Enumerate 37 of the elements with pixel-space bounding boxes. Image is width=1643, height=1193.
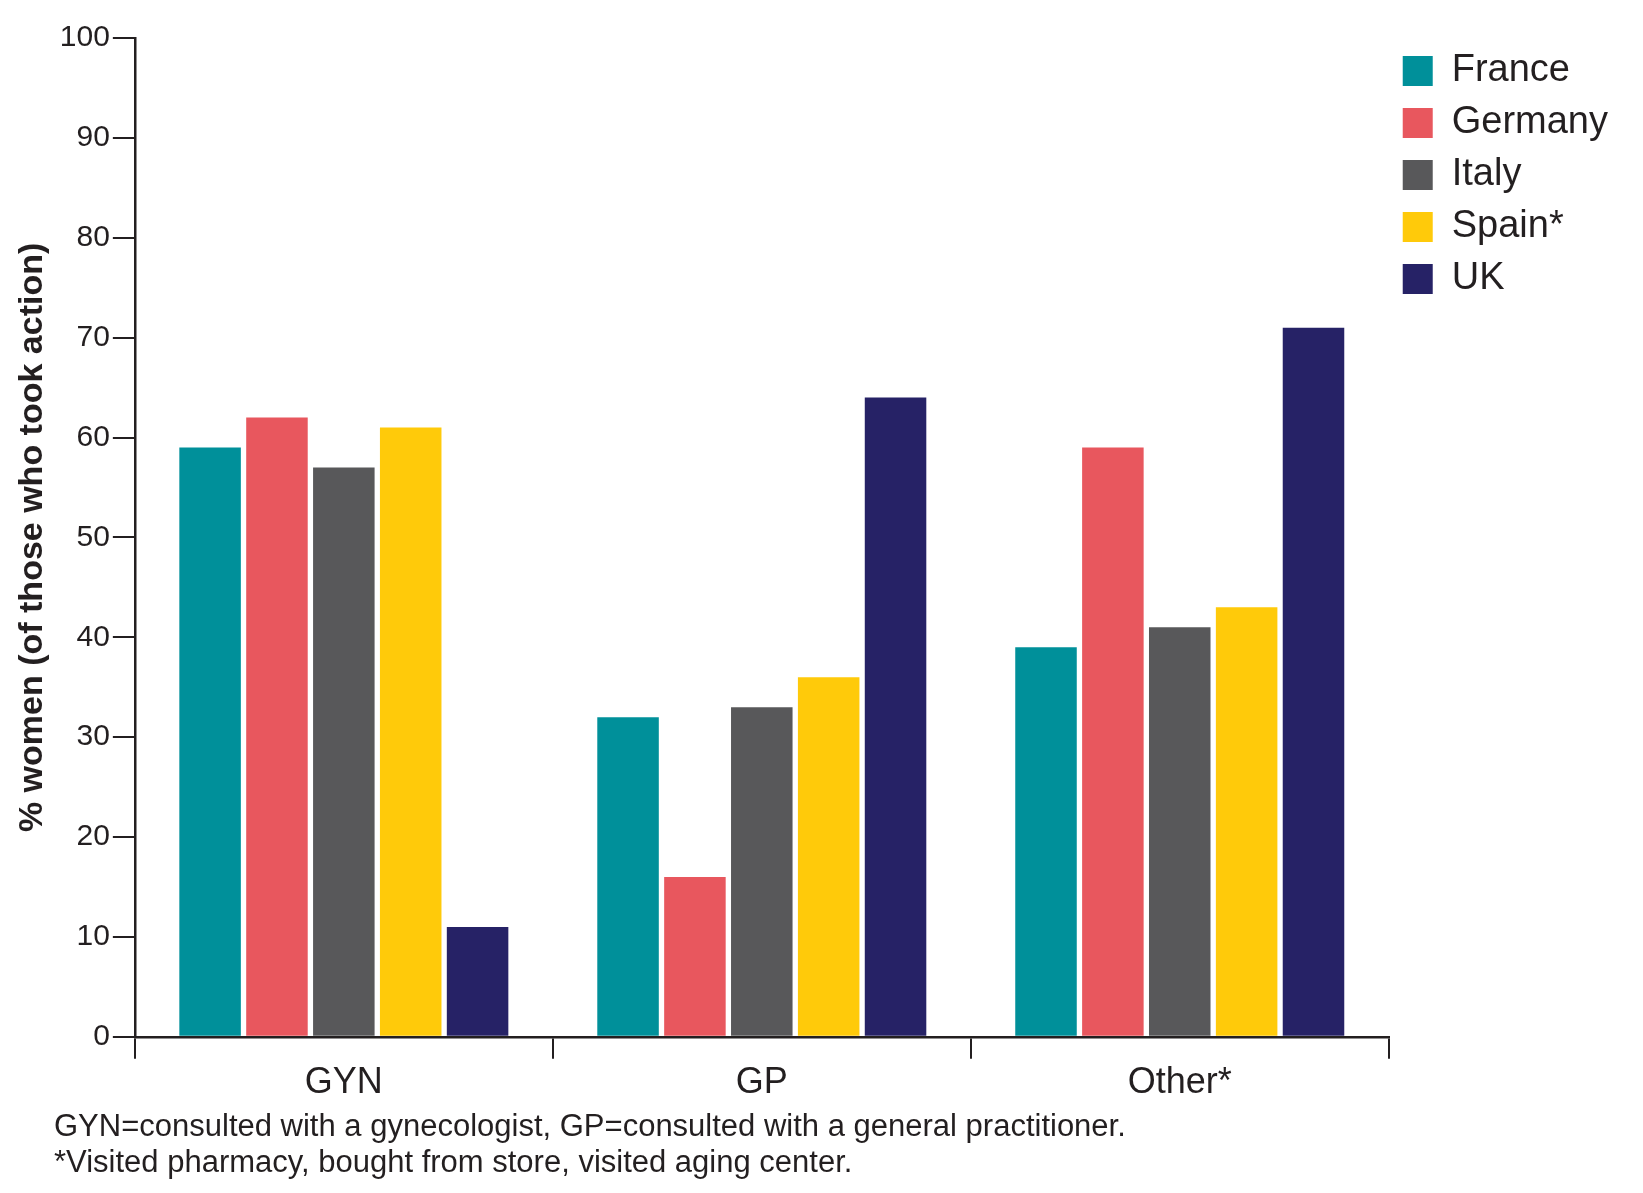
bar xyxy=(313,467,375,1036)
x-tick-label: GYN xyxy=(304,1060,383,1102)
bar xyxy=(1215,607,1278,1036)
legend-label: Germany xyxy=(1451,99,1609,142)
y-tick-label: 60 xyxy=(76,418,110,452)
bar xyxy=(664,876,726,1036)
x-tick-label: Other* xyxy=(1127,1060,1232,1102)
y-axis-title: % women (of those who took action) xyxy=(10,242,49,833)
legend-label: Spain* xyxy=(1451,203,1564,246)
bar xyxy=(379,427,442,1036)
bar xyxy=(797,677,860,1036)
text: *Visited pharmacy, bought from store, visited aging center. xyxy=(54,1144,854,1180)
bar xyxy=(1015,647,1077,1036)
y-tick-label: 50 xyxy=(76,518,110,552)
y-tick-label: 40 xyxy=(76,618,110,652)
legend-label: France xyxy=(1451,47,1571,90)
bar xyxy=(179,447,241,1036)
legend-label: UK xyxy=(1451,255,1505,298)
text: GYN=consulted with a gynecologist, GP=consulted with a general practitioner. xyxy=(54,1108,1127,1144)
bar xyxy=(1282,327,1345,1036)
bar xyxy=(864,397,927,1036)
y-tick-label: 20 xyxy=(76,818,110,852)
bar xyxy=(246,417,308,1036)
y-tick-label: 0 xyxy=(93,1018,110,1052)
y-tick-label: 80 xyxy=(76,219,110,253)
bar xyxy=(1082,447,1144,1036)
y-tick-label: 10 xyxy=(76,918,110,952)
x-tick-label: GP xyxy=(735,1060,788,1102)
legend-label: Italy xyxy=(1451,151,1522,194)
bar xyxy=(731,707,793,1036)
bar xyxy=(446,926,509,1036)
y-tick-label: 100 xyxy=(59,19,110,53)
bar xyxy=(1148,627,1211,1036)
y-tick-label: 90 xyxy=(76,119,110,153)
y-tick-label: 30 xyxy=(76,718,110,752)
y-tick-label: 70 xyxy=(76,318,110,352)
bar xyxy=(597,717,659,1036)
